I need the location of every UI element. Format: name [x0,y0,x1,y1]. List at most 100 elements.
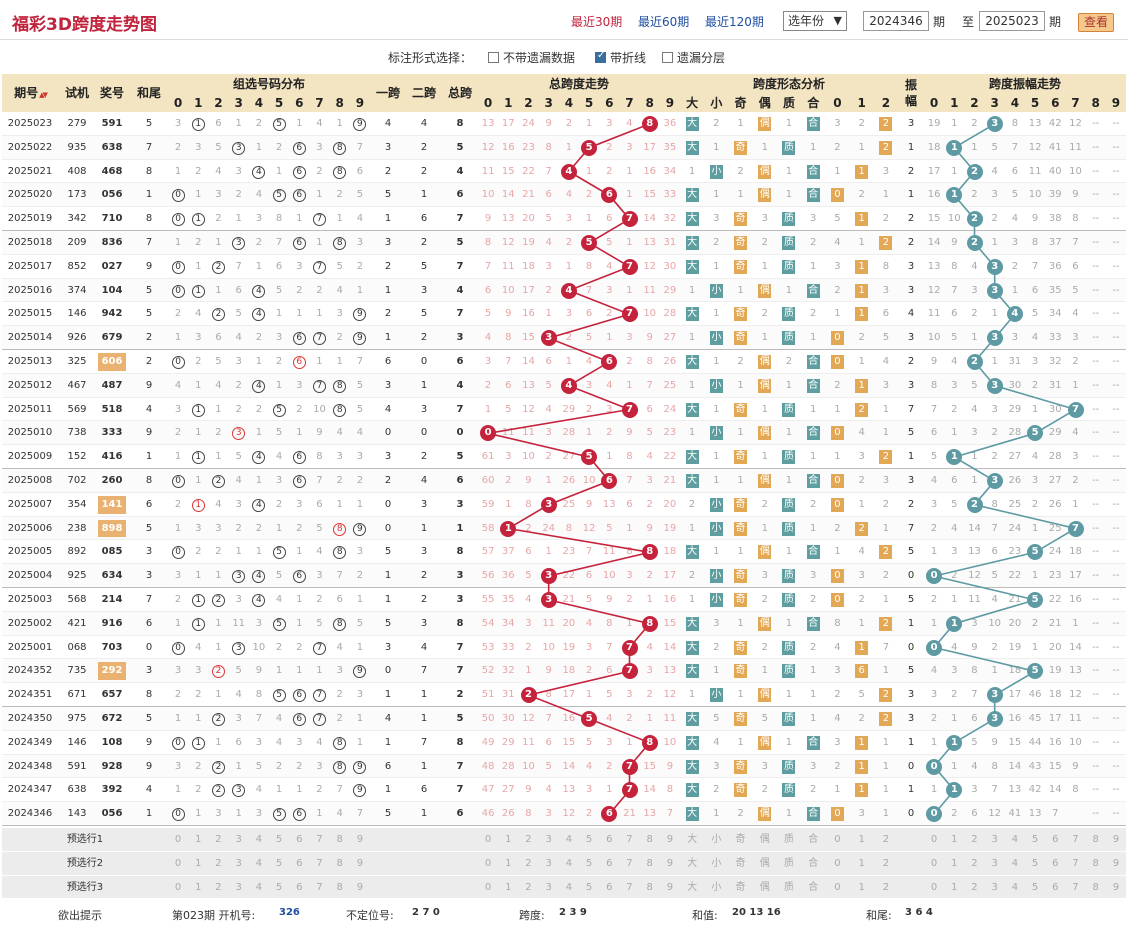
preselect-form-cell[interactable]: 小 [711,834,722,845]
preselect-form-cell[interactable]: 奇 [735,834,746,845]
preselect-dist-cell[interactable]: 2 [215,881,222,893]
preselect-trend-cell[interactable]: 6 [606,881,613,893]
preselect-trend-cell[interactable]: 7 [626,881,633,893]
preselect-trend-cell[interactable]: 6 [606,857,613,869]
preselect-dist-cell[interactable]: 7 [316,857,323,869]
preselect-form-cell[interactable]: 2 [882,881,890,893]
preselect-amp-cell[interactable]: 4 [1011,881,1019,893]
option-no-miss[interactable]: 不带遗漏数据 [488,49,575,66]
preselect-dist-cell[interactable]: 7 [316,834,323,845]
preselect-trend-cell[interactable]: 9 [666,834,674,845]
preselect-trend-cell[interactable]: 7 [626,834,633,845]
preselect-trend-cell[interactable]: 5 [585,834,593,845]
option-layer[interactable]: 遗漏分层 [662,49,725,66]
preselect-trend-cell[interactable]: 4 [565,881,573,893]
preselect-trend-cell[interactable]: 5 [585,857,593,869]
preselect-trend-cell[interactable]: 0 [484,834,492,845]
to-issue-input[interactable]: 2025023 [979,11,1045,31]
preselect-form-cell[interactable]: 质 [783,881,794,893]
preselect-form-cell[interactable]: 0 [834,881,841,893]
preselect-dist-cell[interactable]: 4 [255,881,263,893]
preselect-amp-cell[interactable]: 0 [930,834,938,845]
preselect-amp-cell[interactable]: 4 [1011,857,1019,869]
preselect-form-cell[interactable]: 偶 [759,857,770,869]
preselect-trend-cell[interactable]: 5 [585,881,593,893]
checkbox-icon[interactable] [662,52,673,63]
preselect-dist-cell[interactable]: 9 [356,834,364,845]
preselect-form-cell[interactable]: 偶 [759,881,770,893]
preselect-dist-cell[interactable]: 9 [356,881,364,893]
preselect-form-cell[interactable]: 0 [834,857,841,869]
preselect-trend-cell[interactable]: 3 [545,881,552,893]
preselect-amp-cell[interactable]: 7 [1072,834,1079,845]
preselect-amp-cell[interactable]: 2 [971,881,978,893]
preselect-form-cell[interactable]: 偶 [759,834,770,845]
preselect-trend-cell[interactable]: 4 [565,834,573,845]
preselect-dist-cell[interactable]: 8 [336,857,343,869]
preselect-trend-cell[interactable]: 9 [666,857,674,869]
preselect-dist-cell[interactable]: 0 [174,834,182,845]
preselect-trend-cell[interactable]: 4 [565,857,573,869]
preselect-form-cell[interactable]: 质 [783,857,794,869]
preselect-amp-cell[interactable]: 5 [1031,834,1039,845]
checkbox-icon[interactable] [488,52,499,63]
preselect-dist-cell[interactable]: 3 [235,881,242,893]
preselect-dist-cell[interactable]: 4 [255,834,263,845]
preselect-amp-cell[interactable]: 1 [951,881,958,893]
preselect-trend-cell[interactable]: 3 [545,834,552,845]
preselect-dist-cell[interactable]: 9 [356,857,364,869]
preselect-dist-cell[interactable]: 2 [215,857,222,869]
preselect-trend-cell[interactable]: 1 [505,857,512,869]
preselect-trend-cell[interactable]: 1 [505,834,512,845]
preselect-dist-cell[interactable]: 0 [174,881,182,893]
preselect-amp-cell[interactable]: 7 [1072,881,1079,893]
preselect-amp-cell[interactable]: 0 [930,857,938,869]
preselect-amp-cell[interactable]: 2 [971,857,978,869]
preselect-form-cell[interactable]: 0 [834,834,841,845]
period-30-link[interactable]: 最近30期 [571,15,623,29]
preselect-form-cell[interactable]: 大 [687,881,698,893]
preselect-dist-cell[interactable]: 8 [336,881,343,893]
preselect-amp-cell[interactable]: 3 [991,834,998,845]
preselect-trend-cell[interactable]: 9 [666,881,674,893]
preselect-form-cell[interactable]: 1 [858,881,865,893]
preselect-dist-cell[interactable]: 1 [195,834,202,845]
preselect-form-cell[interactable]: 合 [808,834,819,845]
preselect-trend-cell[interactable]: 3 [545,857,552,869]
preselect-form-cell[interactable]: 小 [711,857,722,869]
period-120-link[interactable]: 最近120期 [705,15,764,29]
preselect-dist-cell[interactable]: 1 [195,881,202,893]
preselect-dist-cell[interactable]: 5 [275,834,283,845]
preselect-amp-cell[interactable]: 1 [951,834,958,845]
preselect-form-cell[interactable]: 2 [882,834,890,845]
preselect-amp-cell[interactable]: 0 [930,881,938,893]
preselect-form-cell[interactable]: 合 [808,881,819,893]
preselect-trend-cell[interactable]: 8 [646,857,653,869]
preselect-amp-cell[interactable]: 6 [1052,834,1059,845]
preselect-form-cell[interactable]: 大 [687,834,698,845]
year-select[interactable]: 选年份 ▼ [783,11,847,31]
preselect-amp-cell[interactable]: 8 [1092,857,1099,869]
preselect-trend-cell[interactable]: 6 [606,834,613,845]
preselect-dist-cell[interactable]: 6 [296,834,303,845]
preselect-trend-cell[interactable]: 2 [525,857,532,869]
preselect-form-cell[interactable]: 合 [808,857,819,869]
preselect-dist-cell[interactable]: 2 [215,834,222,845]
preselect-dist-cell[interactable]: 4 [255,857,263,869]
preselect-form-cell[interactable]: 小 [711,881,722,893]
sort-icon[interactable]: ▲▼ [39,91,48,99]
preselect-trend-cell[interactable]: 0 [484,857,492,869]
preselect-dist-cell[interactable]: 8 [336,834,343,845]
preselect-amp-cell[interactable]: 9 [1112,834,1120,845]
preselect-amp-cell[interactable]: 3 [991,857,998,869]
preselect-dist-cell[interactable]: 7 [316,881,323,893]
preselect-amp-cell[interactable]: 3 [991,881,998,893]
preselect-trend-cell[interactable]: 8 [646,881,653,893]
preselect-dist-cell[interactable]: 5 [275,881,283,893]
preselect-form-cell[interactable]: 奇 [735,881,746,893]
option-line[interactable]: 带折线 [595,49,646,66]
preselect-amp-cell[interactable]: 5 [1031,881,1039,893]
preselect-form-cell[interactable]: 1 [858,857,865,869]
preselect-trend-cell[interactable]: 2 [525,834,532,845]
preselect-dist-cell[interactable]: 6 [296,881,303,893]
